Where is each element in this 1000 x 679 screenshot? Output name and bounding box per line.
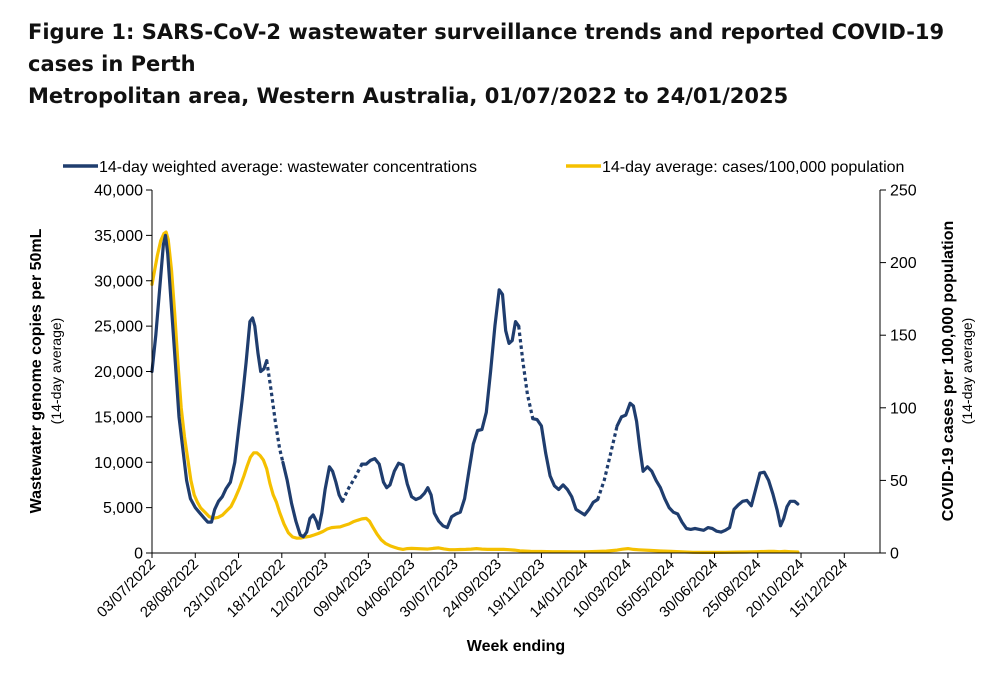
x-axis-title: Week ending bbox=[467, 638, 565, 655]
wastewater-line-segment-dotted bbox=[596, 425, 619, 501]
right-y-tick-label: 200 bbox=[890, 255, 917, 272]
left-y-tick-label: 10,000 bbox=[94, 455, 143, 472]
wastewater-line-segment-dotted bbox=[517, 325, 535, 420]
cases-line-segment-solid bbox=[150, 230, 800, 554]
left-y-tick-label: 15,000 bbox=[94, 409, 143, 426]
right-y-tick-label: 50 bbox=[890, 473, 908, 490]
legend-label-cases: 14-day average: cases/100,000 population bbox=[602, 159, 904, 176]
right-y-tick-label: 0 bbox=[890, 546, 899, 563]
wastewater-line-segment-solid bbox=[360, 288, 521, 530]
wastewater-line-segment-dotted bbox=[265, 360, 285, 463]
right-axis-subtitle: (14-day average) bbox=[959, 318, 975, 425]
left-y-tick-label: 5,000 bbox=[103, 500, 143, 517]
left-axis-title: Wastewater genome copies per 50mL bbox=[28, 228, 45, 513]
left-y-tick-label: 0 bbox=[134, 546, 143, 563]
wastewater-line-segment-solid bbox=[281, 460, 344, 539]
wastewater-line-segment-solid bbox=[531, 417, 600, 517]
wastewater-line-segment-solid bbox=[615, 401, 800, 534]
right-y-tick-label: 250 bbox=[890, 183, 917, 200]
right-y-tick-label: 150 bbox=[890, 328, 917, 345]
left-axis-subtitle: (14-day average) bbox=[48, 318, 64, 425]
chart-title-line-1: Figure 1: SARS-CoV-2 wastewater surveill… bbox=[28, 20, 945, 76]
chart-title-line-2: Metropolitan area, Western Australia, 01… bbox=[28, 84, 789, 108]
left-y-tick-label: 25,000 bbox=[94, 319, 143, 336]
wastewater-line-segment-dotted bbox=[340, 463, 364, 502]
left-y-tick-label: 20,000 bbox=[94, 364, 143, 381]
left-y-tick-label: 35,000 bbox=[94, 228, 143, 245]
right-axis-title: COVID-19 cases per 100,000 population bbox=[940, 221, 957, 522]
chart-title: Figure 1: SARS-CoV-2 wastewater surveill… bbox=[28, 16, 988, 112]
left-y-tick-label: 40,000 bbox=[94, 183, 143, 200]
legend-label-wastewater: 14-day weighted average: wastewater conc… bbox=[99, 159, 477, 176]
right-y-tick-label: 100 bbox=[890, 400, 917, 417]
wastewater-line-segment-solid bbox=[150, 233, 269, 524]
left-y-tick-label: 30,000 bbox=[94, 273, 143, 290]
legend: 14-day weighted average: wastewater conc… bbox=[63, 159, 904, 176]
